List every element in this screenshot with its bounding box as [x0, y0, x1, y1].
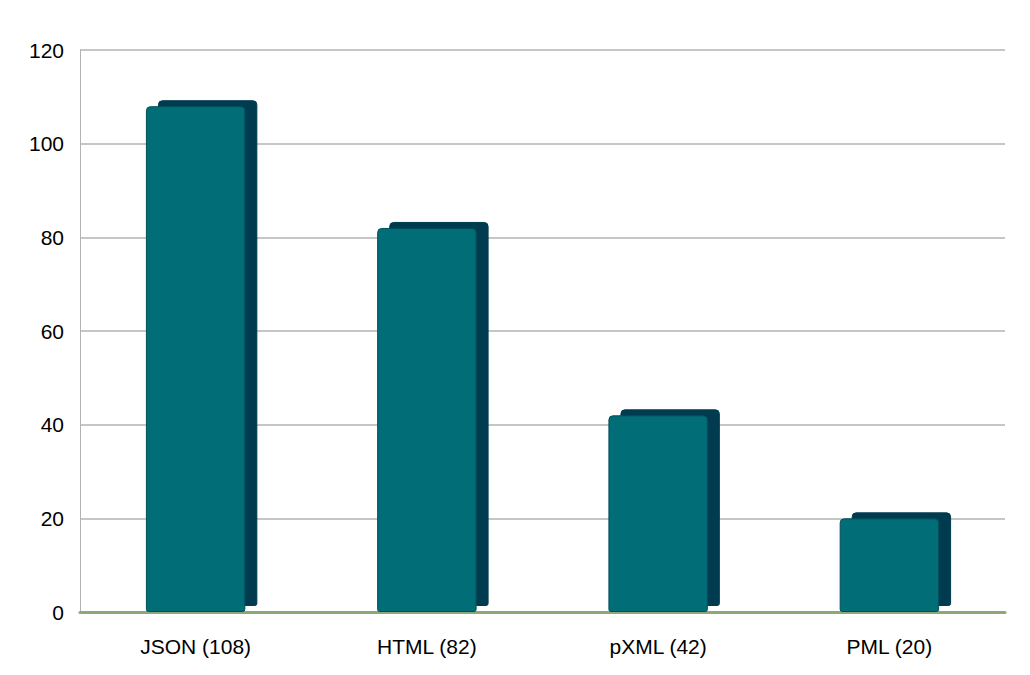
svg-text:20: 20	[41, 507, 64, 530]
svg-text:40: 40	[41, 413, 64, 436]
svg-text:pXML (42): pXML (42)	[609, 635, 706, 658]
svg-text:JSON (108): JSON (108)	[140, 635, 251, 658]
svg-text:60: 60	[41, 320, 64, 343]
svg-text:PML (20): PML (20)	[847, 635, 933, 658]
svg-text:100: 100	[29, 132, 64, 155]
svg-text:0: 0	[52, 601, 64, 624]
svg-text:120: 120	[29, 39, 64, 62]
svg-text:HTML (82): HTML (82)	[377, 635, 477, 658]
svg-text:80: 80	[41, 226, 64, 249]
